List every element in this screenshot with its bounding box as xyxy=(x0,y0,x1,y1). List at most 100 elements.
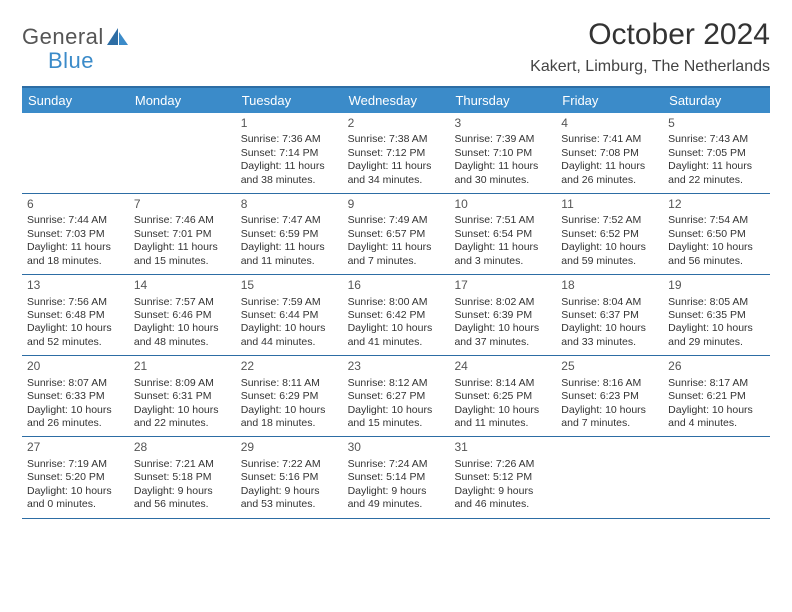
sunrise-line: Sunrise: 7:38 AM xyxy=(348,133,445,146)
daylight-line: Daylight: 10 hours and 29 minutes. xyxy=(668,322,765,349)
day-header-cell: Thursday xyxy=(449,88,556,113)
day-cell: 22Sunrise: 8:11 AMSunset: 6:29 PMDayligh… xyxy=(236,356,343,436)
header: General Blue October 2024 Kakert, Limbur… xyxy=(22,18,770,76)
empty-cell xyxy=(22,113,129,193)
day-cell: 26Sunrise: 8:17 AMSunset: 6:21 PMDayligh… xyxy=(663,356,770,436)
sunrise-line: Sunrise: 7:54 AM xyxy=(668,214,765,227)
sunrise-line: Sunrise: 7:36 AM xyxy=(241,133,338,146)
daylight-line: Daylight: 10 hours and 4 minutes. xyxy=(668,404,765,431)
sunrise-line: Sunrise: 7:19 AM xyxy=(27,458,124,471)
sunset-line: Sunset: 6:23 PM xyxy=(561,390,658,403)
sunset-line: Sunset: 6:31 PM xyxy=(134,390,231,403)
logo-part1: General xyxy=(22,24,104,49)
sunrise-line: Sunrise: 7:39 AM xyxy=(454,133,551,146)
sunrise-line: Sunrise: 7:47 AM xyxy=(241,214,338,227)
day-number: 30 xyxy=(348,440,445,455)
sunrise-line: Sunrise: 7:43 AM xyxy=(668,133,765,146)
daylight-line: Daylight: 10 hours and 15 minutes. xyxy=(348,404,445,431)
sunset-line: Sunset: 7:03 PM xyxy=(27,228,124,241)
day-cell: 19Sunrise: 8:05 AMSunset: 6:35 PMDayligh… xyxy=(663,275,770,355)
day-number: 16 xyxy=(348,278,445,293)
day-header-cell: Friday xyxy=(556,88,663,113)
day-header-cell: Monday xyxy=(129,88,236,113)
day-number: 18 xyxy=(561,278,658,293)
sunrise-line: Sunrise: 7:59 AM xyxy=(241,296,338,309)
sunrise-line: Sunrise: 7:41 AM xyxy=(561,133,658,146)
day-cell: 6Sunrise: 7:44 AMSunset: 7:03 PMDaylight… xyxy=(22,194,129,274)
daylight-line: Daylight: 9 hours and 46 minutes. xyxy=(454,485,551,512)
sunset-line: Sunset: 6:21 PM xyxy=(668,390,765,403)
week-row: 6 Sunrise: 7:44 AMSunset: 7:03 PM Daylight… xyxy=(22,194,770,275)
day-number: 17 xyxy=(454,278,551,293)
day-number: 6 xyxy=(27,197,124,212)
day-header-cell: Tuesday xyxy=(236,88,343,113)
daylight-line: Daylight: 10 hours and 11 minutes. xyxy=(454,404,551,431)
daylight-line: Daylight: 11 hours and 15 minutes. xyxy=(134,241,231,268)
day-cell: 12Sunrise: 7:54 AMSunset: 6:50 PMDayligh… xyxy=(663,194,770,274)
sunset-line: Sunset: 7:10 PM xyxy=(454,147,551,160)
day-header-row: SundayMondayTuesdayWednesdayThursdayFrid… xyxy=(22,88,770,113)
day-header-cell: Wednesday xyxy=(343,88,450,113)
sunrise-line: Sunrise: 7:22 AM xyxy=(241,458,338,471)
day-number: 25 xyxy=(561,359,658,374)
day-number: 9 xyxy=(348,197,445,212)
calendar: SundayMondayTuesdayWednesdayThursdayFrid… xyxy=(22,86,770,519)
sunset-line: Sunset: 6:42 PM xyxy=(348,309,445,322)
sunset-line: Sunset: 6:52 PM xyxy=(561,228,658,241)
day-number: 21 xyxy=(134,359,231,374)
daylight-line: Daylight: 11 hours and 30 minutes. xyxy=(454,160,551,187)
day-number: 27 xyxy=(27,440,124,455)
sunrise-line: Sunrise: 7:51 AM xyxy=(454,214,551,227)
daylight-line: Daylight: 10 hours and 26 minutes. xyxy=(27,404,124,431)
sunset-line: Sunset: 6:29 PM xyxy=(241,390,338,403)
sunrise-line: Sunrise: 7:26 AM xyxy=(454,458,551,471)
sunset-line: Sunset: 6:46 PM xyxy=(134,309,231,322)
day-cell: 11Sunrise: 7:52 AMSunset: 6:52 PMDayligh… xyxy=(556,194,663,274)
day-cell: 4Sunrise: 7:41 AMSunset: 7:08 PMDaylight… xyxy=(556,113,663,193)
sunset-line: Sunset: 6:50 PM xyxy=(668,228,765,241)
daylight-line: Daylight: 10 hours and 52 minutes. xyxy=(27,322,124,349)
sunset-line: Sunset: 6:25 PM xyxy=(454,390,551,403)
day-cell: 29Sunrise: 7:22 AMSunset: 5:16 PMDayligh… xyxy=(236,437,343,517)
daylight-line: Daylight: 10 hours and 33 minutes. xyxy=(561,322,658,349)
sunset-line: Sunset: 6:39 PM xyxy=(454,309,551,322)
day-cell: 9Sunrise: 7:49 AMSunset: 6:57 PMDaylight… xyxy=(343,194,450,274)
day-cell: 10Sunrise: 7:51 AMSunset: 6:54 PMDayligh… xyxy=(449,194,556,274)
sunrise-line: Sunrise: 8:14 AM xyxy=(454,377,551,390)
day-number: 28 xyxy=(134,440,231,455)
sunset-line: Sunset: 7:12 PM xyxy=(348,147,445,160)
title-block: October 2024 Kakert, Limburg, The Nether… xyxy=(530,18,770,76)
daylight-line: Daylight: 9 hours and 53 minutes. xyxy=(241,485,338,512)
sunrise-line: Sunrise: 8:04 AM xyxy=(561,296,658,309)
day-cell: 17Sunrise: 8:02 AMSunset: 6:39 PMDayligh… xyxy=(449,275,556,355)
day-cell: 25Sunrise: 8:16 AMSunset: 6:23 PMDayligh… xyxy=(556,356,663,436)
sunrise-line: Sunrise: 7:44 AM xyxy=(27,214,124,227)
daylight-line: Daylight: 11 hours and 26 minutes. xyxy=(561,160,658,187)
logo-text-block: General Blue xyxy=(22,24,129,74)
daylight-line: Daylight: 10 hours and 0 minutes. xyxy=(27,485,124,512)
sunset-line: Sunset: 6:57 PM xyxy=(348,228,445,241)
logo-part2: Blue xyxy=(48,48,129,74)
empty-cell xyxy=(556,437,663,517)
sunset-line: Sunset: 6:54 PM xyxy=(454,228,551,241)
sunset-line: Sunset: 7:08 PM xyxy=(561,147,658,160)
sunset-line: Sunset: 6:44 PM xyxy=(241,309,338,322)
logo-sail-icon xyxy=(107,28,129,51)
day-cell: 3Sunrise: 7:39 AMSunset: 7:10 PMDaylight… xyxy=(449,113,556,193)
empty-cell xyxy=(663,437,770,517)
sunrise-line: Sunrise: 7:57 AM xyxy=(134,296,231,309)
daylight-line: Daylight: 10 hours and 44 minutes. xyxy=(241,322,338,349)
weeks-container: 1Sunrise: 7:36 AMSunset: 7:14 PMDaylight… xyxy=(22,113,770,519)
day-cell: 1Sunrise: 7:36 AMSunset: 7:14 PMDaylight… xyxy=(236,113,343,193)
day-number: 11 xyxy=(561,197,658,212)
daylight-line: Daylight: 11 hours and 34 minutes. xyxy=(348,160,445,187)
sunset-line: Sunset: 6:37 PM xyxy=(561,309,658,322)
day-number: 15 xyxy=(241,278,338,293)
daylight-line: Daylight: 10 hours and 7 minutes. xyxy=(561,404,658,431)
sunrise-line: Sunrise: 8:11 AM xyxy=(241,377,338,390)
day-cell: 30Sunrise: 7:24 AMSunset: 5:14 PMDayligh… xyxy=(343,437,450,517)
daylight-line: Daylight: 11 hours and 11 minutes. xyxy=(241,241,338,268)
sunrise-line: Sunrise: 8:12 AM xyxy=(348,377,445,390)
day-cell: 24Sunrise: 8:14 AMSunset: 6:25 PMDayligh… xyxy=(449,356,556,436)
day-cell: 14Sunrise: 7:57 AMSunset: 6:46 PMDayligh… xyxy=(129,275,236,355)
